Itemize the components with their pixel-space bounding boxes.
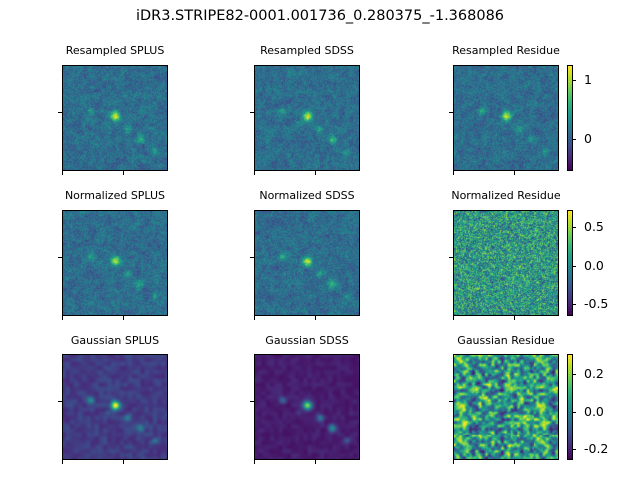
colorbar-tick: [573, 374, 576, 375]
colorbar-tick: [573, 412, 576, 413]
y-tick: [250, 401, 254, 402]
image-canvas: [63, 355, 167, 459]
colorbar-gaussian: [567, 354, 573, 460]
x-tick: [62, 316, 63, 320]
image-canvas: [454, 211, 558, 315]
x-tick: [315, 316, 316, 320]
y-tick: [250, 112, 254, 113]
x-tick: [315, 171, 316, 175]
x-tick: [453, 171, 454, 175]
y-tick: [449, 401, 453, 402]
colorbar-tick-label: 0.5: [584, 219, 604, 234]
panel-title-resampled-sdss: Resampled SDSS: [260, 44, 354, 57]
panel-title-resampled-residue: Resampled Residue: [452, 44, 560, 57]
image-canvas: [454, 355, 558, 459]
x-tick: [123, 316, 124, 320]
image-canvas: [255, 211, 359, 315]
image-gaussian-sdss: [254, 354, 360, 460]
image-canvas: [63, 66, 167, 170]
x-tick: [254, 171, 255, 175]
image-gaussian-splus: [62, 354, 168, 460]
image-canvas: [255, 66, 359, 170]
panel-title-normalized-residue: Normalized Residue: [451, 189, 561, 202]
x-tick: [254, 316, 255, 320]
colorbar-tick: [573, 227, 576, 228]
colorbar-tick-label: 0: [584, 131, 592, 146]
colorbar-tick: [573, 304, 576, 305]
image-resampled-splus: [62, 65, 168, 171]
image-canvas: [63, 211, 167, 315]
y-tick: [58, 257, 62, 258]
x-tick: [123, 171, 124, 175]
panel-title-normalized-sdss: Normalized SDSS: [259, 189, 355, 202]
x-tick: [123, 460, 124, 464]
colorbar-normalized: [567, 210, 573, 316]
panel-title-normalized-splus: Normalized SPLUS: [64, 189, 166, 202]
x-tick: [514, 171, 515, 175]
image-resampled-sdss: [254, 65, 360, 171]
colorbar-tick-label: 0.0: [584, 404, 604, 419]
colorbar-tick-label: 0.0: [584, 258, 604, 273]
colorbar-tick-label: 1: [584, 72, 592, 87]
colorbar-tick: [573, 266, 576, 267]
image-normalized-sdss: [254, 210, 360, 316]
y-tick: [449, 257, 453, 258]
panel-title-gaussian-residue: Gaussian Residue: [457, 334, 555, 347]
colorbar-tick: [573, 139, 576, 140]
y-tick: [250, 257, 254, 258]
x-tick: [514, 460, 515, 464]
image-canvas: [255, 355, 359, 459]
colorbar-tick: [573, 80, 576, 81]
x-tick: [62, 460, 63, 464]
colorbar-tick-label: 0.2: [584, 366, 604, 381]
x-tick: [315, 460, 316, 464]
panel-title-gaussian-splus: Gaussian SPLUS: [70, 334, 160, 347]
image-canvas: [454, 66, 558, 170]
panel-title-resampled-splus: Resampled SPLUS: [65, 44, 165, 57]
y-tick: [449, 112, 453, 113]
figure-title: iDR3.STRIPE82-0001.001736_0.280375_-1.36…: [135, 8, 505, 24]
image-gaussian-residue: [453, 354, 559, 460]
colorbar-tick: [573, 449, 576, 450]
x-tick: [62, 171, 63, 175]
y-tick: [58, 112, 62, 113]
x-tick: [254, 460, 255, 464]
image-normalized-residue: [453, 210, 559, 316]
x-tick: [453, 460, 454, 464]
colorbar-resampled: [567, 65, 573, 171]
x-tick: [453, 316, 454, 320]
x-tick: [514, 316, 515, 320]
y-tick: [58, 401, 62, 402]
colorbar-tick-label: -0.2: [584, 441, 609, 456]
image-resampled-residue: [453, 65, 559, 171]
image-normalized-splus: [62, 210, 168, 316]
colorbar-tick-label: -0.5: [584, 296, 609, 311]
panel-title-gaussian-sdss: Gaussian SDSS: [265, 334, 349, 347]
